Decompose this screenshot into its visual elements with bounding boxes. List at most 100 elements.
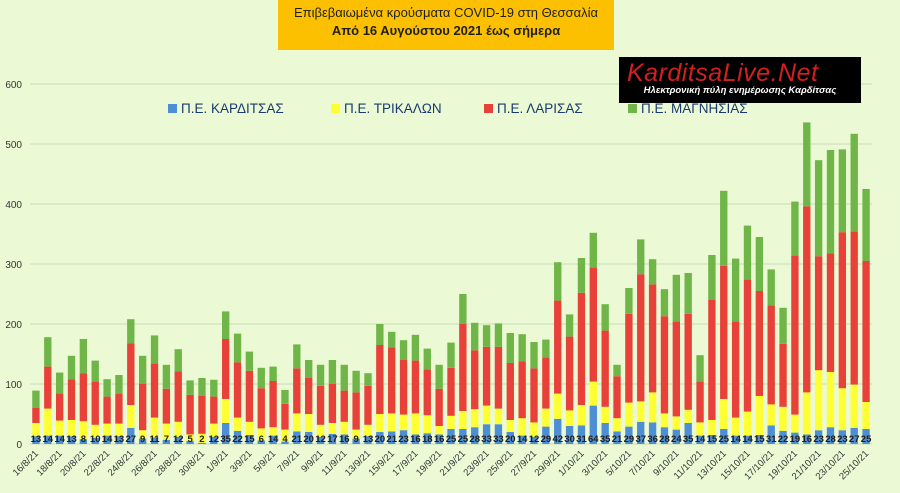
bar-segment — [293, 368, 301, 414]
bar-segment — [672, 429, 681, 444]
y-tick-label: 300 — [5, 260, 22, 271]
bar-segment — [755, 435, 764, 444]
data-label: 15 — [707, 434, 718, 445]
bar-segment — [55, 435, 64, 444]
bar-segment — [767, 425, 775, 444]
bar-segment — [708, 255, 716, 300]
bar-segment — [506, 363, 514, 420]
bar-segment — [162, 439, 171, 444]
bar-segment — [554, 300, 562, 394]
bar-segment — [708, 420, 716, 435]
data-label: 23 — [398, 434, 409, 445]
bar-segment — [637, 274, 645, 402]
bar-segment — [198, 378, 206, 396]
bar-segment — [720, 190, 728, 266]
bar-segment — [530, 436, 538, 444]
bar-segment — [328, 433, 337, 444]
legend-swatch — [331, 104, 340, 113]
data-label: 15 — [754, 434, 765, 445]
bar-segment — [32, 423, 40, 437]
bar-segment — [803, 392, 811, 435]
bar-segment — [103, 379, 111, 397]
bar-segment — [423, 369, 431, 416]
bar-segment — [388, 413, 396, 432]
bar-segment — [399, 414, 408, 431]
bar-segment — [281, 390, 289, 404]
bar-segment — [672, 274, 681, 322]
bar-segment — [305, 360, 313, 378]
bar-segment — [743, 225, 752, 280]
data-label: 13 — [363, 434, 374, 445]
bar-segment — [257, 367, 265, 389]
data-label: 17 — [327, 434, 338, 445]
bar-segment — [32, 436, 40, 444]
bar-segment — [210, 379, 218, 397]
bar-segment — [138, 438, 147, 444]
y-tick-label: 600 — [5, 80, 22, 91]
data-label: 14 — [730, 434, 741, 445]
bar-segment — [447, 367, 455, 416]
bar-segment — [67, 355, 76, 380]
bar-segment — [67, 379, 76, 420]
bar-segment — [731, 435, 740, 444]
data-label: 28 — [659, 434, 670, 445]
data-label: 25 — [458, 434, 469, 445]
data-label: 23 — [813, 434, 824, 445]
bar-segment — [625, 313, 633, 403]
bar-segment — [328, 384, 337, 423]
bar-segment — [174, 421, 182, 437]
bar-segment — [388, 347, 396, 414]
data-label: 21 — [292, 434, 303, 445]
bar-segment — [850, 384, 858, 428]
bar-segment — [577, 425, 586, 444]
x-axis-ticks: 16/8/2118/8/2120/8/2122/8/2124/8/2126/8/… — [11, 448, 871, 482]
bar-segment — [233, 417, 242, 431]
bar-segment — [471, 350, 479, 410]
data-label: 12 — [173, 434, 184, 445]
bar-segment — [814, 256, 823, 371]
bar-segment — [518, 361, 526, 419]
bar-segment — [316, 385, 325, 425]
bar-segment — [708, 435, 716, 444]
bar-segment — [127, 405, 135, 428]
bar-segment — [257, 388, 265, 429]
x-tick-label: 7/9/21 — [275, 448, 301, 474]
bar-segment — [210, 423, 218, 437]
bar-segment — [767, 269, 775, 306]
data-label: 27 — [126, 434, 137, 445]
bar-segment — [648, 392, 657, 423]
bar-segment — [115, 436, 123, 444]
bar-segment — [162, 364, 171, 389]
bar-segment — [850, 133, 858, 232]
data-label: 15 — [244, 434, 255, 445]
bar-segment — [850, 427, 858, 444]
bar-segment — [743, 411, 752, 436]
bar-segment — [506, 333, 514, 363]
bar-segment — [67, 420, 76, 437]
bar-segment — [779, 343, 787, 407]
bar-segment — [565, 410, 574, 426]
bar-segment — [55, 420, 64, 436]
y-tick-label: 100 — [5, 380, 22, 391]
data-label: 36 — [647, 434, 658, 445]
data-label: 8 — [81, 434, 86, 445]
bar-segment — [482, 346, 491, 406]
bar-segment — [364, 424, 372, 437]
bar-segment — [862, 261, 870, 402]
bar-segment — [565, 314, 574, 337]
bar-segment — [269, 427, 277, 436]
bar-segment — [328, 360, 337, 384]
bar-segment — [471, 322, 479, 351]
bar-segment — [411, 360, 420, 414]
bar-segment — [150, 335, 159, 364]
x-tick-label: 30/8/21 — [177, 448, 207, 478]
bar-segment — [352, 370, 360, 393]
data-label: 12 — [529, 434, 540, 445]
bar-segment — [648, 259, 657, 285]
bar-segment — [91, 424, 99, 438]
bar-segment — [779, 430, 787, 444]
bar-segment — [340, 421, 348, 435]
bar-segment — [850, 231, 858, 385]
bar-segment — [506, 420, 514, 432]
